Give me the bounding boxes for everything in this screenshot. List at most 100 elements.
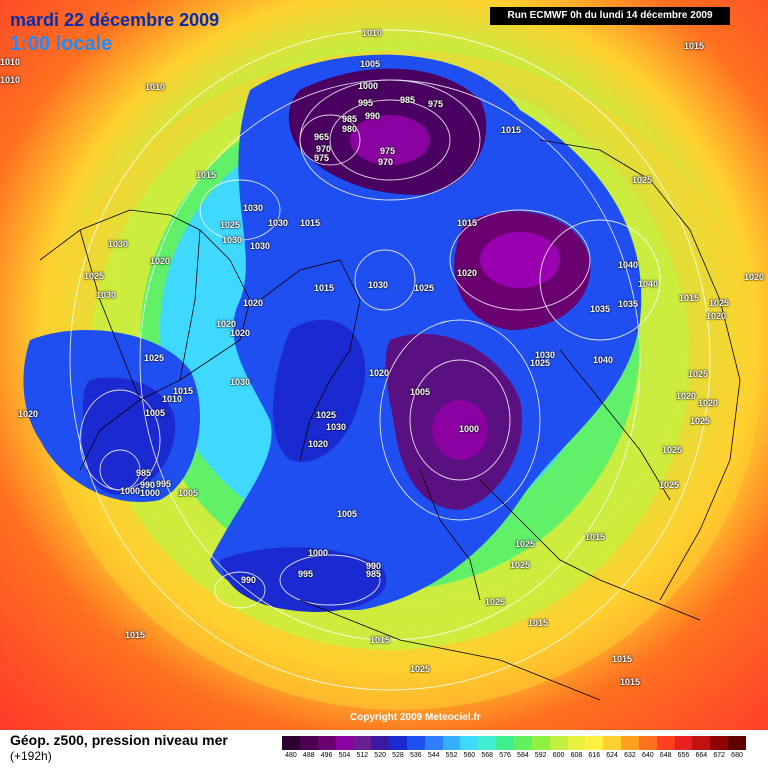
legend-tick-label: 640	[641, 752, 654, 759]
pressure-label: 1005	[360, 59, 381, 69]
pressure-label: 1015	[125, 630, 146, 640]
legend-swatch	[549, 736, 568, 750]
legend-tick-label: 528	[392, 752, 404, 759]
pressure-label: 1015	[370, 635, 391, 645]
legend-swatch	[496, 736, 514, 750]
legend-swatch	[710, 736, 729, 750]
legend-tick-label: 624	[606, 752, 618, 759]
pressure-label: 985	[136, 468, 152, 478]
pressure-label: 1040	[618, 260, 639, 270]
geopotential-map	[0, 0, 768, 730]
pressure-label: 1000	[459, 424, 480, 434]
pressure-label: 985	[342, 114, 358, 124]
legend-tick-label: 672	[713, 752, 726, 759]
legend-tick-label: 616	[588, 752, 601, 759]
pressure-label: 1015	[501, 125, 522, 135]
pressure-label: 1010	[162, 394, 183, 404]
pressure-label: 1025	[84, 271, 105, 281]
legend-tick-label: 520	[374, 752, 386, 759]
legend-swatch	[389, 736, 407, 750]
blue-trough-main	[210, 54, 642, 611]
pressure-label: 1025	[485, 597, 506, 607]
pressure-label: 1030	[243, 203, 264, 213]
pressure-label: 1020	[18, 409, 39, 419]
pressure-label: 1005	[145, 408, 166, 418]
legend-tick-label: 568	[481, 752, 494, 759]
pressure-label: 1020	[216, 319, 237, 329]
legend-swatch	[478, 736, 497, 750]
pressure-label: 1010	[0, 75, 21, 85]
legend-swatch	[621, 736, 639, 750]
pressure-label: 1020	[308, 439, 329, 449]
pressure-label: 1025	[220, 220, 241, 230]
pressure-label: 1025	[690, 416, 711, 426]
pressure-label: 985	[400, 95, 416, 105]
pressure-label: 965	[314, 132, 330, 142]
legend-tick-label: 512	[356, 752, 369, 759]
map-caption: Géop. z500, pression niveau mer	[10, 732, 228, 748]
legend-swatch	[442, 736, 461, 750]
pressure-label: 985	[366, 569, 382, 579]
pressure-label: 1010	[145, 82, 166, 92]
isobar-contours	[69, 29, 711, 691]
pressure-label: 1020	[243, 298, 264, 308]
legend-footer: Géop. z500, pression niveau mer (+192h) …	[0, 730, 768, 768]
legend-swatch	[406, 736, 425, 750]
forecast-step: (+192h)	[10, 749, 52, 763]
legend-swatch	[585, 736, 604, 750]
pressure-label: 1030	[535, 350, 556, 360]
pressure-label: 1025	[410, 664, 431, 674]
legend-tick-label: 576	[499, 752, 511, 759]
pressure-label: 1035	[590, 304, 611, 314]
pressure-label: 1010	[0, 57, 21, 67]
pressure-label: 1025	[688, 369, 709, 379]
pressure-label: 1025	[515, 539, 536, 549]
legend-swatch	[692, 736, 711, 750]
pressure-label: 1025	[662, 445, 683, 455]
pressure-label: 1025	[316, 410, 337, 420]
pressure-label: 1020	[676, 391, 697, 401]
pressure-label: 1020	[369, 368, 390, 378]
pressure-label: 975	[428, 99, 444, 109]
pressure-label: 1015	[196, 170, 217, 180]
pressure-label: 980	[342, 124, 358, 134]
pressure-label: 1030	[108, 239, 129, 249]
legend-tick-label: 480	[285, 752, 297, 759]
pressure-label: 1025	[530, 358, 551, 368]
pressure-label: 1030	[250, 241, 271, 251]
pressure-label: 995	[156, 479, 172, 489]
legend-tick-label: 664	[695, 752, 708, 759]
pressure-label: 970	[316, 144, 332, 154]
legend-tick-label: 600	[552, 752, 565, 759]
pressure-label: 1020	[457, 268, 478, 278]
legend-swatch	[513, 736, 532, 750]
legend-swatch	[460, 736, 479, 750]
pressure-label: 1025	[510, 560, 531, 570]
legend-swatch	[728, 736, 746, 750]
pressure-label: 990	[140, 480, 156, 490]
legend-tick-label: 544	[427, 752, 440, 759]
navy-core-atlantic	[273, 319, 366, 462]
pressure-label: 1010	[362, 28, 383, 38]
copyright-notice: Copyright 2009 Meteociel.fr	[350, 712, 481, 723]
legend-tick-label: 656	[677, 752, 690, 759]
pressure-label: 995	[358, 98, 374, 108]
pressure-label: 1030	[96, 290, 117, 300]
forecast-date: mardi 22 décembre 2009	[10, 10, 220, 30]
pressure-label: 1040	[593, 355, 614, 365]
pressure-label: 1015	[300, 218, 321, 228]
pressure-label: 1020	[150, 256, 171, 266]
legend-tick-label: 504	[338, 752, 351, 759]
color-scale-legend	[282, 736, 746, 750]
pressure-label: 1035	[618, 299, 639, 309]
pressure-label: 1005	[178, 488, 199, 498]
pressure-label: 1020	[230, 328, 251, 338]
legend-tick-label: 536	[409, 752, 422, 759]
pressure-label: 1015	[314, 283, 335, 293]
pressure-label: 1000	[140, 488, 161, 498]
pressure-label: 1040	[638, 279, 659, 289]
legend-swatch	[317, 736, 336, 750]
legend-tick-label: 560	[463, 752, 476, 759]
model-run-info: Run ECMWF 0h du lundi 14 décembre 2009	[490, 7, 730, 25]
